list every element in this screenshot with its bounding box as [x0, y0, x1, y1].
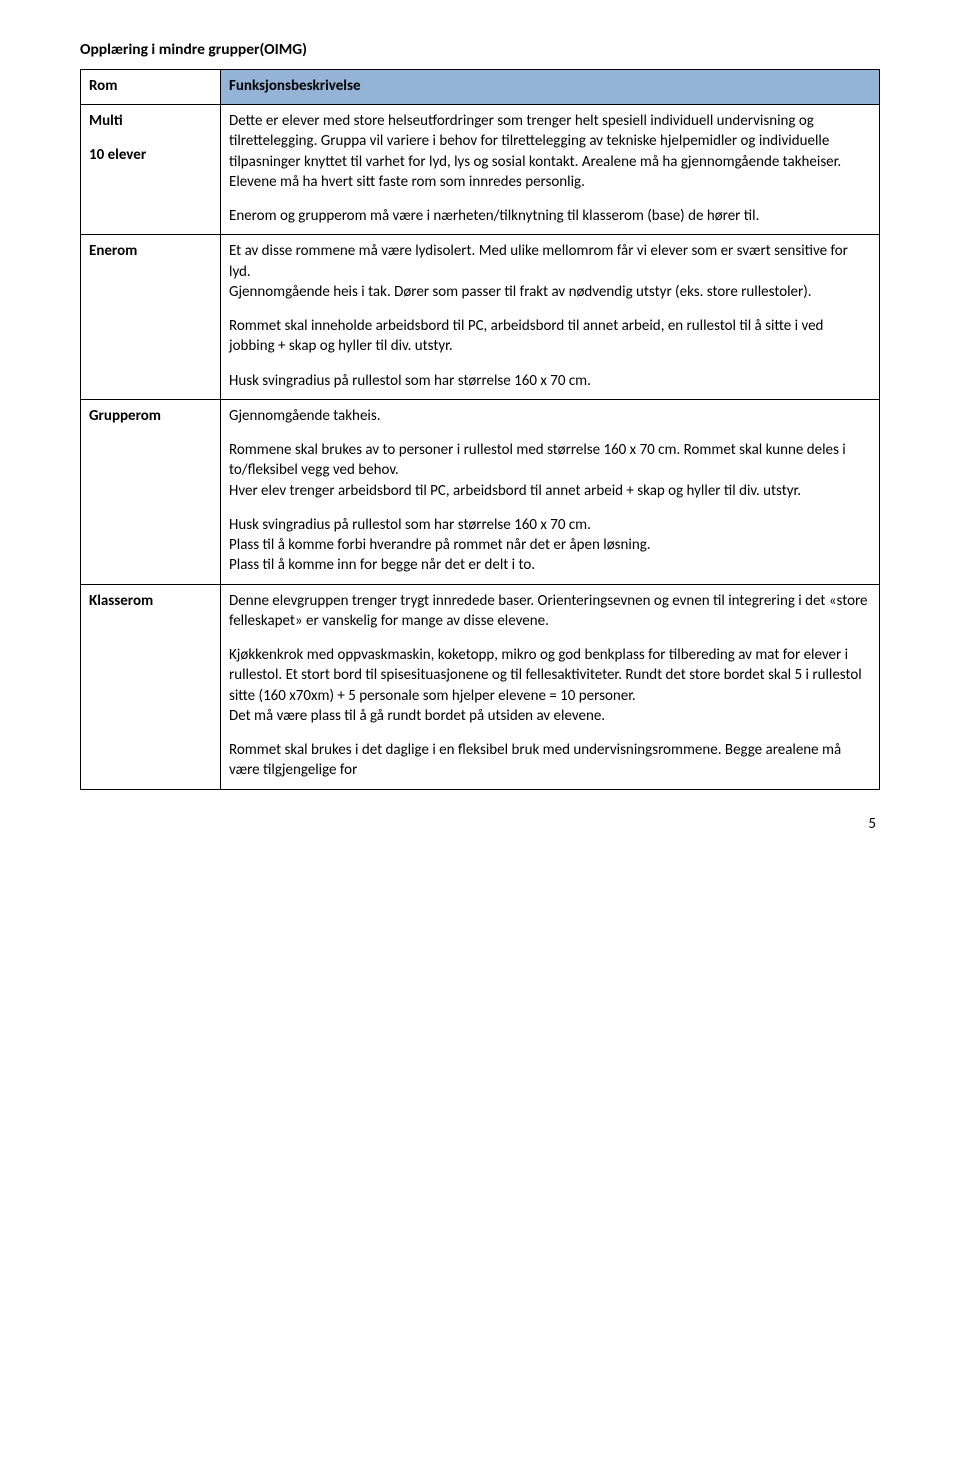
table-header-right: Funksjonsbeskrivelse [221, 69, 880, 104]
description-paragraph: Denne elevgruppen trenger trygt innreded… [229, 591, 871, 632]
section-title: Opplæring i mindre grupper(OIMG) [80, 40, 880, 61]
table-row: Klasserom Denne elevgruppen trenger trygt… [81, 584, 880, 789]
row-label-line1: Grupperom [89, 406, 212, 426]
description-paragraph: Rommet skal brukes i det daglige i en fl… [229, 740, 871, 781]
row-label-line1: Multi [89, 111, 212, 131]
description-paragraph: Husk svingradius på rullestol som har st… [229, 515, 871, 576]
row-label-line1: Enerom [89, 241, 212, 261]
table-row: Multi 10 elever Dette er elever med store … [81, 105, 880, 235]
row-description: Dette er elever med store helseutfordrin… [221, 105, 880, 235]
row-label-line2: 10 elever [89, 145, 212, 165]
row-label-line1: Klasserom [89, 591, 212, 611]
row-label: Grupperom [81, 399, 221, 584]
table-body: Multi 10 elever Dette er elever med store … [81, 105, 880, 790]
description-paragraph: Husk svingradius på rullestol som har st… [229, 371, 871, 391]
table-header-left: Rom [81, 69, 221, 104]
table-row: Enerom Et av disse rommene må være lydiso… [81, 235, 880, 400]
description-paragraph: Gjennomgående takheis. [229, 406, 871, 426]
description-paragraph: Dette er elever med store helseutfordrin… [229, 111, 871, 192]
table-row: Grupperom Gjennomgående takheis. Rommene s… [81, 399, 880, 584]
row-description: Et av disse rommene må være lydisolert. … [221, 235, 880, 400]
description-paragraph: Rommene skal brukes av to personer i rul… [229, 440, 871, 501]
row-label: Enerom [81, 235, 221, 400]
page-number: 5 [80, 814, 880, 834]
row-description: Gjennomgående takheis. Rommene skal bruke… [221, 399, 880, 584]
description-paragraph: Kjøkkenkrok med oppvaskmaskin, koketopp,… [229, 645, 871, 726]
description-paragraph: Enerom og grupperom må være i nærheten/t… [229, 206, 871, 226]
functions-table: Rom Funksjonsbeskrivelse Multi 10 elever D… [80, 69, 880, 790]
row-description: Denne elevgruppen trenger trygt innreded… [221, 584, 880, 789]
description-paragraph: Et av disse rommene må være lydisolert. … [229, 241, 871, 302]
row-label: Klasserom [81, 584, 221, 789]
description-paragraph: Rommet skal inneholde arbeidsbord til PC… [229, 316, 871, 357]
row-label: Multi 10 elever [81, 105, 221, 235]
